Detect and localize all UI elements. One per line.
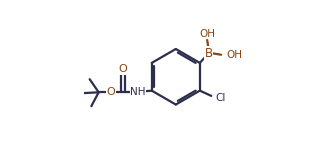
- Text: B: B: [205, 47, 213, 60]
- Text: O: O: [107, 87, 115, 97]
- Text: OH: OH: [199, 29, 215, 39]
- Text: Cl: Cl: [215, 93, 226, 103]
- Text: NH: NH: [130, 87, 146, 97]
- Text: O: O: [119, 64, 127, 74]
- Text: OH: OH: [227, 50, 243, 60]
